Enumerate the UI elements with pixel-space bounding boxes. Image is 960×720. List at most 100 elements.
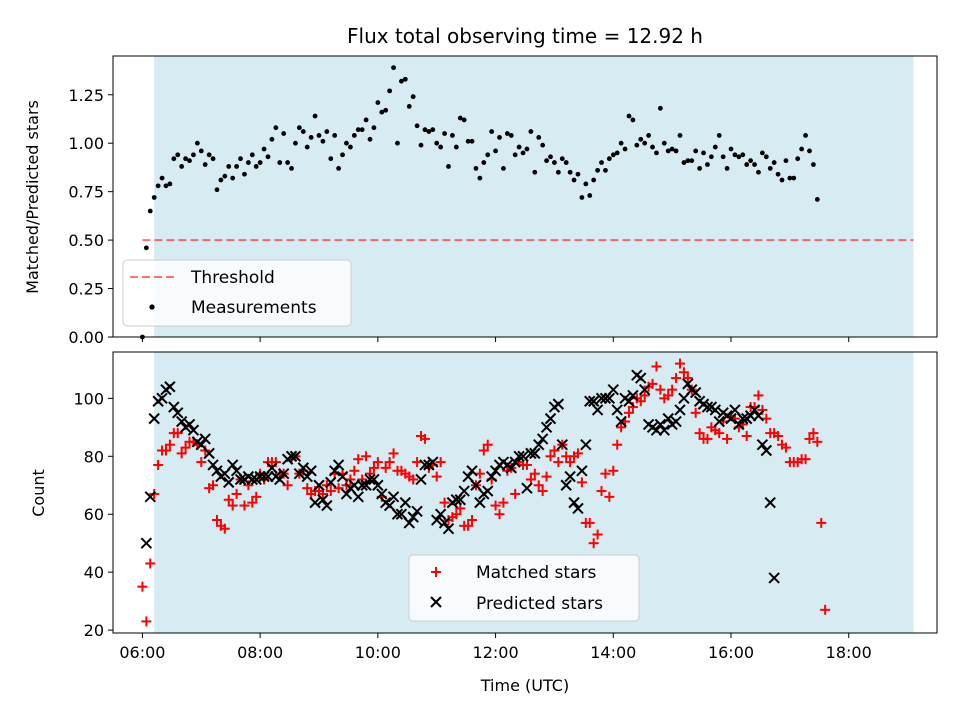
y-tick-label: 80 [84, 447, 104, 466]
measurement-point [320, 138, 326, 144]
matched-star-point [494, 509, 505, 520]
measurement-point [591, 177, 597, 183]
predicted-star-point [576, 465, 588, 477]
predicted-star-point [391, 508, 404, 520]
predicted-star-point [713, 415, 725, 428]
matched-star-point [317, 488, 328, 499]
matched-star-point [537, 486, 548, 497]
y-tick-label: 100 [73, 389, 104, 408]
measurement-point [669, 146, 675, 152]
measurement-point [395, 140, 400, 146]
measurement-point [418, 142, 424, 148]
measurement-point [685, 158, 691, 164]
matched-star-point [365, 468, 376, 479]
matched-star-point [592, 529, 603, 540]
predicted-star-point [544, 412, 557, 425]
measurement-point [371, 125, 377, 131]
measurement-point [375, 100, 381, 105]
measurement-point [595, 167, 600, 173]
predicted-star-point [587, 395, 600, 407]
measurement-point [147, 208, 153, 214]
predicted-star-point [427, 456, 439, 468]
matched-star-point [808, 428, 819, 439]
count-panel: 20 40 60 80 100 06:00 08:00 10:00 12:00 14:00 16:… [29, 351, 938, 695]
predicted-star-point [148, 412, 160, 425]
measurement-point [528, 129, 534, 134]
measurement-point [544, 158, 549, 164]
matched-star-point [160, 445, 171, 456]
measurement-point [626, 113, 632, 119]
measurement-point [583, 181, 589, 187]
measurement-point [159, 175, 165, 181]
measurement-point [693, 148, 699, 154]
matched-star-point [635, 396, 646, 407]
predicted-star-point [737, 412, 749, 425]
measurement-point [681, 160, 687, 165]
matched-star-point [231, 488, 242, 499]
measurement-point [355, 127, 361, 133]
matched-star-point [361, 451, 372, 462]
count-y-label: Count [29, 469, 48, 517]
measurement-point [442, 131, 447, 136]
predicted-star-point [360, 479, 372, 491]
predicted-star-point [297, 462, 310, 474]
predicted-star-point [442, 523, 455, 535]
predicted-star-point [513, 450, 525, 462]
matched-star-point [545, 451, 556, 462]
measurement-point [563, 160, 569, 165]
predicted-star-point [387, 491, 400, 503]
predicted-star-point [536, 433, 549, 445]
measurement-point [740, 152, 746, 158]
predicted-star-point [372, 479, 384, 491]
matched-star-point [722, 433, 733, 444]
predicted-star-point [356, 479, 368, 491]
measurement-point [599, 160, 604, 165]
measurement-point [811, 162, 816, 167]
measurement-point [548, 154, 553, 160]
measurement-point [446, 164, 451, 169]
matched-star-point [596, 486, 607, 497]
measurement-point [787, 175, 793, 181]
measurement-point [344, 140, 349, 146]
predicted-star-point [568, 496, 580, 509]
measurement-point [269, 136, 275, 142]
predicted-star-point [725, 412, 737, 425]
predicted-star-point [438, 517, 451, 529]
measurement-point [230, 175, 236, 181]
predicted-star-point [399, 496, 412, 509]
predicted-star-point [183, 418, 196, 431]
measurement-point [210, 156, 216, 162]
measurement-points [140, 65, 820, 340]
matched-star-point [639, 390, 650, 401]
matched-star-point [674, 358, 685, 369]
matched-star-point [412, 457, 423, 468]
measurement-point [234, 164, 240, 169]
measurement-point [677, 133, 683, 138]
matched-star-point [219, 523, 230, 534]
predicted-star-point [466, 465, 478, 477]
predicted-star-point [277, 467, 290, 480]
y-tick-label: 60 [84, 505, 104, 524]
measurement-point [504, 131, 510, 136]
matched-star-point [612, 439, 623, 450]
measurement-point [391, 65, 396, 71]
matched-star-point [372, 457, 383, 468]
predicted-star-point [760, 444, 773, 457]
matched-star-point [588, 538, 599, 549]
predicted-star-point [623, 395, 635, 407]
matched-star-point [678, 367, 689, 378]
measurement-point [791, 175, 797, 181]
predicted-star-point [701, 401, 714, 413]
matched-star-point [357, 474, 368, 485]
measurement-point [814, 197, 820, 202]
legend-matched-swatch [431, 567, 441, 577]
measurement-point [155, 183, 161, 189]
matched-star-point [780, 442, 791, 453]
matched-star-point [800, 454, 811, 465]
measurement-point [689, 158, 695, 164]
predicted-star-point [615, 415, 627, 428]
predicted-star-point [164, 381, 176, 393]
predicted-star-point [175, 415, 188, 428]
matched-star-point [663, 390, 674, 401]
matched-star-point [251, 491, 262, 502]
